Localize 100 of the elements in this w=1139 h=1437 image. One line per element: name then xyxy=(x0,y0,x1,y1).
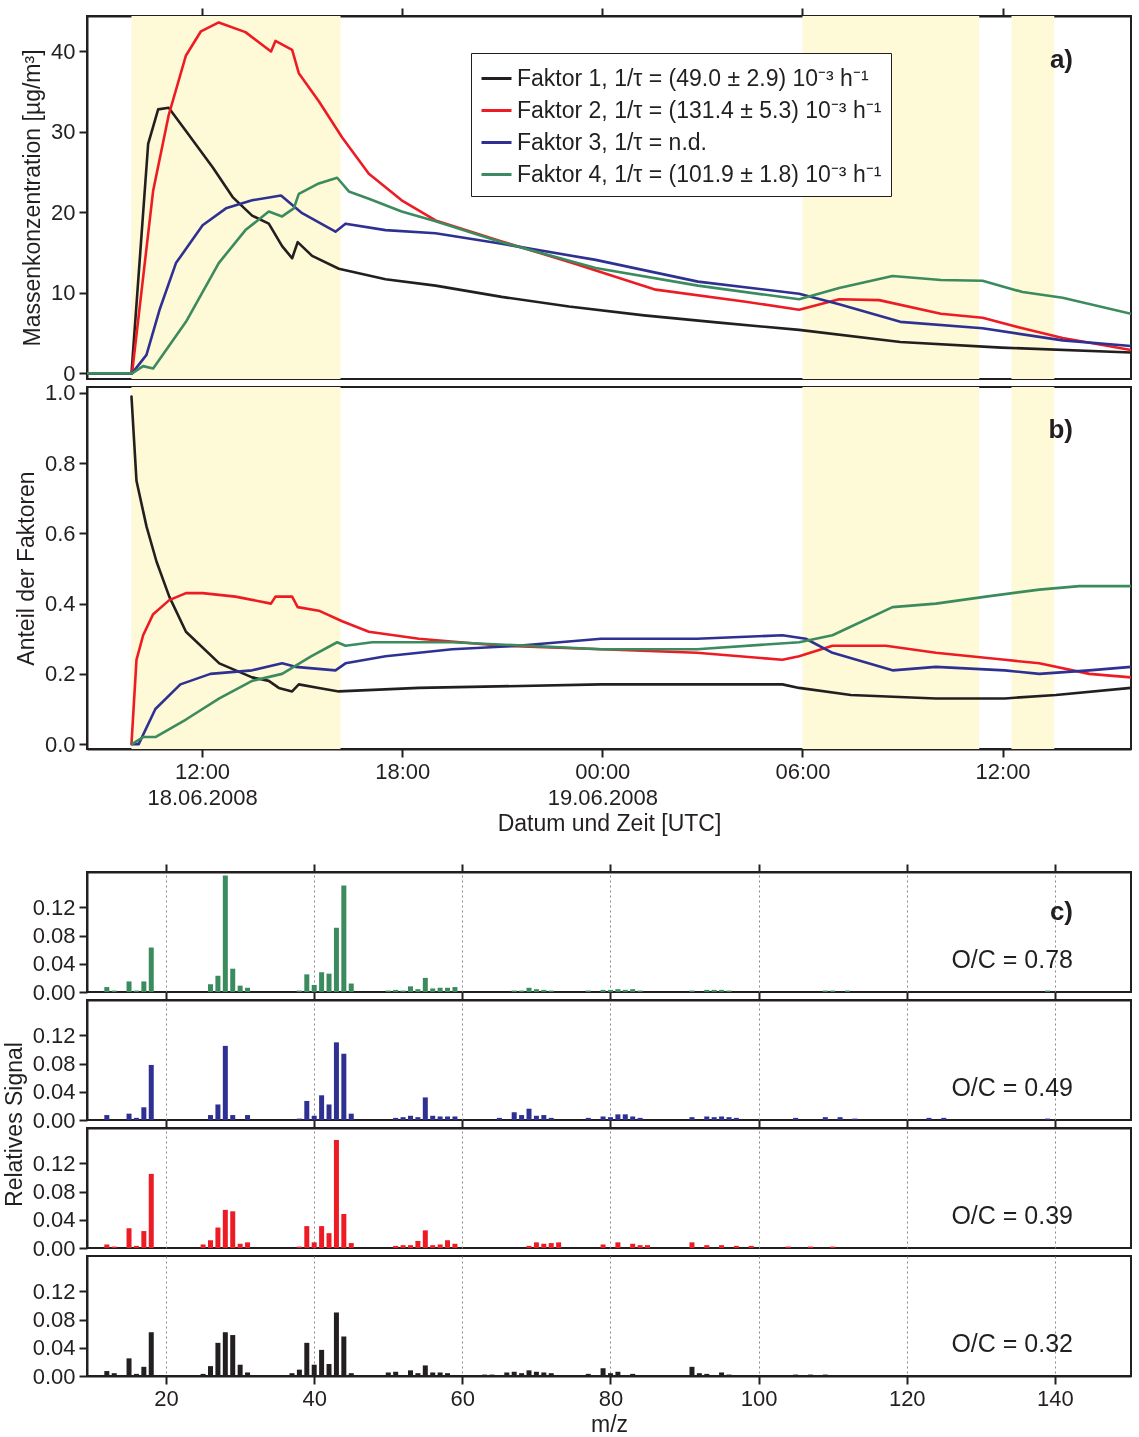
bar xyxy=(304,1226,310,1248)
bar xyxy=(393,989,399,992)
bar xyxy=(630,1243,636,1248)
bar xyxy=(519,1115,525,1120)
bar xyxy=(104,987,110,992)
y-axis-title: Massenkonzentration [µg/m³] xyxy=(19,49,46,347)
y-tick-label: 0.12 xyxy=(32,1022,76,1048)
bar xyxy=(430,1245,436,1248)
bar xyxy=(148,1064,154,1120)
bar xyxy=(208,984,214,992)
y-tick-label: 0.00 xyxy=(32,1363,76,1389)
y-tick-label: 0.6 xyxy=(44,520,76,546)
x-tick-label: 40 xyxy=(302,1385,327,1411)
bar xyxy=(304,974,310,992)
x-axis-title: m/z xyxy=(590,1410,629,1437)
bar xyxy=(326,1104,332,1120)
x-tick-label: 18:00 xyxy=(375,758,431,784)
bar xyxy=(533,1115,539,1120)
bar xyxy=(445,1116,451,1120)
bar xyxy=(711,989,717,992)
bar xyxy=(607,989,613,992)
y-tick-label: 0.04 xyxy=(32,1079,76,1105)
x-tick-label: 00:00 19.06.2008 xyxy=(547,758,658,810)
bar xyxy=(704,989,710,992)
bar xyxy=(222,875,228,992)
bar xyxy=(704,1245,710,1248)
bar xyxy=(430,988,436,992)
legend-label: Faktor 1, 1/τ = (49.0 ± 2.9) 10⁻³ h⁻¹ xyxy=(517,64,869,91)
bar xyxy=(215,975,221,992)
bar xyxy=(719,1245,725,1248)
bar xyxy=(422,1230,428,1248)
bar xyxy=(393,1245,399,1248)
y-tick-label: 0.12 xyxy=(32,1278,76,1304)
bar xyxy=(230,968,236,992)
bar xyxy=(148,1173,154,1248)
bar xyxy=(496,1117,502,1120)
bar xyxy=(541,1115,547,1120)
bar xyxy=(237,1243,243,1248)
legend-label: Faktor 2, 1/τ = (131.4 ± 5.3) 10⁻³ h⁻¹ xyxy=(517,96,882,123)
bar xyxy=(793,1117,799,1120)
bar xyxy=(704,1116,710,1120)
y-tick-label: 0.12 xyxy=(32,894,76,920)
bar xyxy=(719,1116,725,1120)
bar xyxy=(437,987,443,992)
annotation: b) xyxy=(1048,414,1073,445)
x-tick-label: 12:00 18.06.2008 xyxy=(147,758,258,810)
bar xyxy=(333,1140,339,1248)
bar xyxy=(319,1226,325,1248)
y-tick-label: 0.00 xyxy=(32,1235,76,1261)
bar xyxy=(600,989,606,992)
bar xyxy=(548,1117,554,1120)
bar xyxy=(711,1117,717,1120)
bar xyxy=(304,1100,310,1120)
bar xyxy=(452,987,458,992)
bar xyxy=(104,1244,110,1248)
bar xyxy=(630,1116,636,1120)
bar xyxy=(400,1117,406,1120)
bar xyxy=(622,989,628,992)
bar xyxy=(422,1097,428,1120)
y-tick-label: 0.08 xyxy=(32,923,76,949)
bar xyxy=(726,1117,732,1120)
bar xyxy=(615,1114,621,1120)
bar xyxy=(445,1240,451,1248)
bar xyxy=(689,1242,695,1248)
bar xyxy=(600,1244,606,1248)
bar xyxy=(637,1245,643,1248)
bar xyxy=(393,1117,399,1120)
annotation: O/C = 0.39 xyxy=(951,1200,1073,1229)
y-tick-label: 0.08 xyxy=(32,1307,76,1333)
bar xyxy=(326,1233,332,1248)
y-tick-label: 30 xyxy=(51,119,76,145)
bar xyxy=(126,1228,132,1248)
bar xyxy=(222,1209,228,1248)
x-tick-label: 06:00 xyxy=(775,758,831,784)
bar xyxy=(311,984,317,992)
bar xyxy=(348,983,354,992)
bar xyxy=(541,1243,547,1248)
y-tick-label: 0.0 xyxy=(44,731,76,757)
bar xyxy=(926,1117,932,1120)
bar xyxy=(733,1117,739,1120)
bar xyxy=(415,989,421,992)
bar xyxy=(341,1214,347,1248)
bar xyxy=(230,1211,236,1248)
y-tick-label: 0.4 xyxy=(44,591,76,617)
bar xyxy=(311,1242,317,1248)
legend-label: Faktor 4, 1/τ = (101.9 ± 1.8) 10⁻³ h⁻¹ xyxy=(517,160,882,187)
y-tick-label: 0.8 xyxy=(44,450,76,476)
x-tick-label: 120 xyxy=(888,1385,926,1411)
x-axis-title: Datum und Zeit [UTC] xyxy=(497,809,722,836)
annotation: c) xyxy=(1049,895,1073,926)
y-tick-label: 40 xyxy=(51,38,76,64)
bar xyxy=(637,1117,643,1120)
bar xyxy=(141,1107,147,1120)
annotation: a) xyxy=(1049,43,1073,74)
bar xyxy=(437,1244,443,1248)
legend-label: Faktor 3, 1/τ = n.d. xyxy=(517,128,707,155)
y-tick-label: 10 xyxy=(51,280,76,306)
bar xyxy=(104,1115,110,1120)
y-tick-label: 0.12 xyxy=(32,1150,76,1176)
bar xyxy=(645,1245,651,1248)
